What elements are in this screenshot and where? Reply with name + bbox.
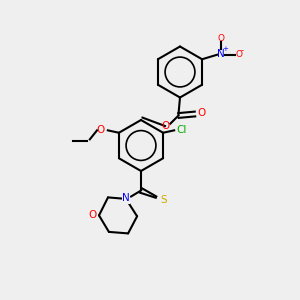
Text: Cl: Cl: [177, 125, 187, 135]
Text: N: N: [122, 193, 130, 203]
Text: O: O: [97, 125, 105, 135]
Text: N: N: [217, 49, 225, 59]
Text: O: O: [218, 34, 224, 43]
Text: O: O: [197, 108, 206, 118]
Text: +: +: [222, 46, 228, 52]
Text: O: O: [161, 121, 169, 131]
Text: -: -: [241, 46, 244, 55]
Text: O: O: [88, 210, 97, 220]
Text: O: O: [236, 50, 242, 59]
Text: S: S: [160, 195, 167, 205]
Text: N: N: [122, 194, 130, 204]
